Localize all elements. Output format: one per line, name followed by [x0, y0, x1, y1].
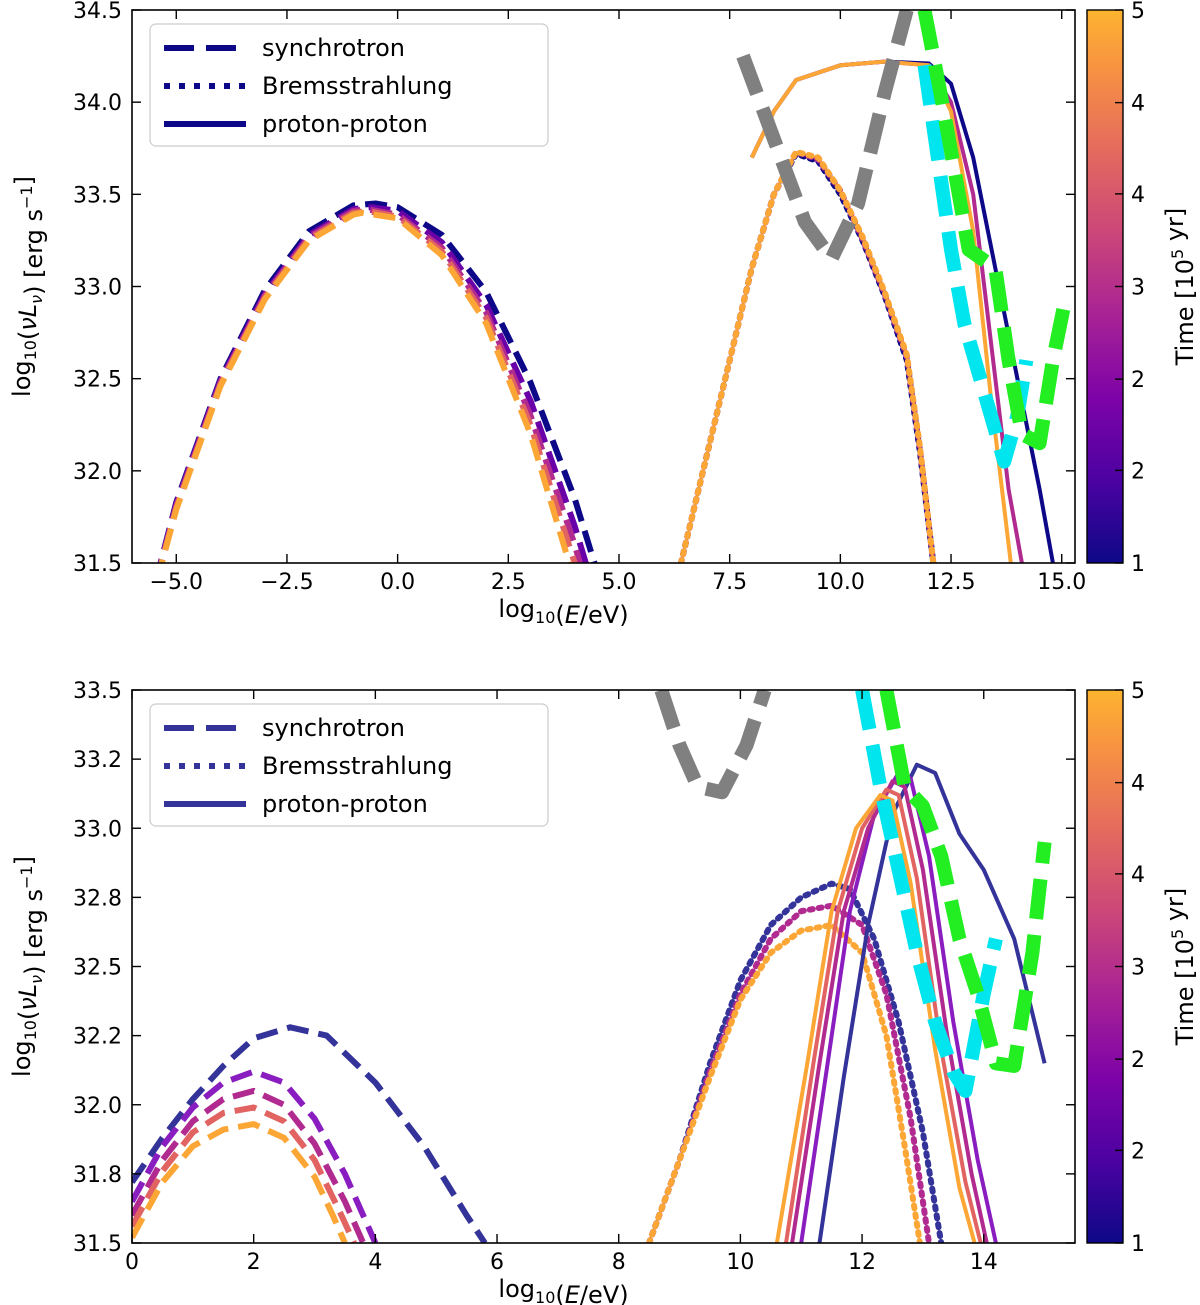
series-group [132, 690, 1052, 1243]
x-tick-label: 10.0 [816, 570, 865, 595]
y-tick-label: 32.5 [73, 956, 122, 981]
legend-label: Bremsstrahlung [262, 752, 452, 780]
series-line-synchrotron-t-3 [132, 1087, 366, 1243]
legend-box [149, 23, 549, 147]
bottom-panel: 0 2 4 6 8 10 12 1431.531.832.032.232.532.833.03… [8, 679, 1199, 1305]
series-line-sensitivity-cyan [855, 690, 1003, 1098]
colorbar-tick-label: 4 [1131, 772, 1145, 797]
x-tick-label: 10 [726, 1250, 754, 1275]
y-tick-label: 34.0 [73, 91, 122, 116]
series-line-bremsstrahlung-t-5 [646, 922, 923, 1243]
y-tick-label: 32.0 [73, 1094, 122, 1119]
x-tick-label: 5.0 [601, 570, 636, 595]
x-tick-label: 15.0 [1037, 570, 1086, 595]
series-line-proton-proton-t-4 [784, 787, 983, 1243]
x-tick-label: 2 [247, 1250, 261, 1275]
series-line-proton-proton-t-1 [817, 762, 1047, 1243]
colorbar-tick-label: 4 [1131, 92, 1145, 117]
legend: synchrotron Bremsstrahlung proton-proton [149, 703, 549, 827]
x-tick-label: 0 [125, 1250, 139, 1275]
y-tick-label: 32.2 [73, 1025, 122, 1050]
legend-label: Bremsstrahlung [262, 72, 452, 100]
colorbar-tick-label: 3 [1131, 956, 1145, 981]
series-line-synchrotron-t-1 [132, 1024, 488, 1243]
series-line-synchrotron-t-2 [132, 1068, 379, 1243]
colorbar-tick-label: 5 [1131, 679, 1145, 704]
series-line-proton-proton-t-5 [774, 793, 977, 1243]
colorbar-tick-label: 3 [1131, 276, 1145, 301]
y-tick-label: 33.5 [73, 679, 122, 704]
x-axis-label: log10(E/eV) [498, 1275, 628, 1305]
x-tick-label: −5.0 [150, 570, 203, 595]
legend-label: proton-proton [262, 790, 428, 818]
x-tick-label: 12 [848, 1250, 876, 1275]
y-tick-label: 33.0 [73, 817, 122, 842]
legend-label: synchrotron [262, 714, 405, 742]
legend-label: synchrotron [262, 34, 405, 62]
series-line-sensitivity-grey [654, 690, 772, 800]
legend-box [149, 703, 549, 827]
x-tick-label: 8 [612, 1250, 626, 1275]
colorbar-tick-label: 5 [1131, 0, 1145, 24]
colorbar-tick-label: 1 [1131, 552, 1145, 577]
colorbar: 1 2 2 3 4 4 5 Time [105 yr] [1086, 679, 1199, 1257]
x-tick-label: 6 [490, 1250, 504, 1275]
colorbar-label: Time [105 yr] [1161, 888, 1199, 1047]
series-line-synchrotron-t-4 [132, 1104, 357, 1243]
series-line-sensitivity-grey [736, 10, 914, 266]
colorbar-tick-label: 2 [1131, 459, 1145, 484]
y-tick-label: 33.0 [73, 276, 122, 301]
y-tick-label: 32.8 [73, 886, 122, 911]
colorbar-tick-label: 2 [1131, 368, 1145, 393]
y-axis-label: log10(νLν) [erg s−1] [8, 176, 48, 397]
colorbar-tick-label: 2 [1131, 1139, 1145, 1164]
series-line-sensitivity-green [879, 690, 1052, 1073]
series-line-sensitivity-green [917, 10, 1073, 451]
colorbar-tick-label: 2 [1131, 1048, 1145, 1073]
y-tick-label: 34.5 [73, 0, 122, 24]
series-line-bremsstrahlung-t-5 [678, 148, 937, 563]
colorbar-tick-label: 4 [1131, 863, 1145, 888]
series-line-synchrotron-t-5 [132, 1121, 348, 1243]
x-tick-label: 2.5 [491, 570, 526, 595]
x-tick-label: 12.5 [927, 570, 976, 595]
series-line-sensitivity-cyan [917, 64, 1034, 469]
x-tick-label: 0.0 [380, 570, 415, 595]
top-panel: −5.0 −2.5 0.0 2.5 5.0 7.5 10.0 12.5 15.0 31.5 32.0… [8, 0, 1199, 629]
colorbar: 1 2 2 3 4 4 5 Time [105 yr] [1086, 0, 1199, 577]
series-group [157, 10, 1073, 563]
legend: synchrotron Bremsstrahlung proton-proton [149, 23, 549, 147]
y-tick-label: 33.2 [73, 748, 122, 773]
colorbar-tick-label: 1 [1131, 1232, 1145, 1257]
colorbar-label: Time [105 yr] [1161, 208, 1199, 367]
y-tick-label: 33.5 [73, 183, 122, 208]
x-tick-label: 7.5 [712, 570, 747, 595]
x-tick-label: 4 [368, 1250, 382, 1275]
y-tick-label: 32.0 [73, 460, 122, 485]
legend-label: proton-proton [262, 110, 428, 138]
y-tick-label: 31.5 [73, 552, 122, 577]
y-tick-label: 31.5 [73, 1232, 122, 1257]
y-tick-label: 32.5 [73, 368, 122, 393]
series-line-synchrotron-t-5 [158, 209, 573, 563]
y-tick-label: 31.8 [73, 1163, 122, 1188]
x-tick-label: 14 [970, 1250, 998, 1275]
x-axis-label: log10(E/eV) [498, 595, 628, 629]
y-axis-label: log10(νLν) [erg s−1] [8, 856, 48, 1077]
x-tick-label: −2.5 [260, 570, 313, 595]
colorbar-tick-label: 4 [1131, 183, 1145, 208]
